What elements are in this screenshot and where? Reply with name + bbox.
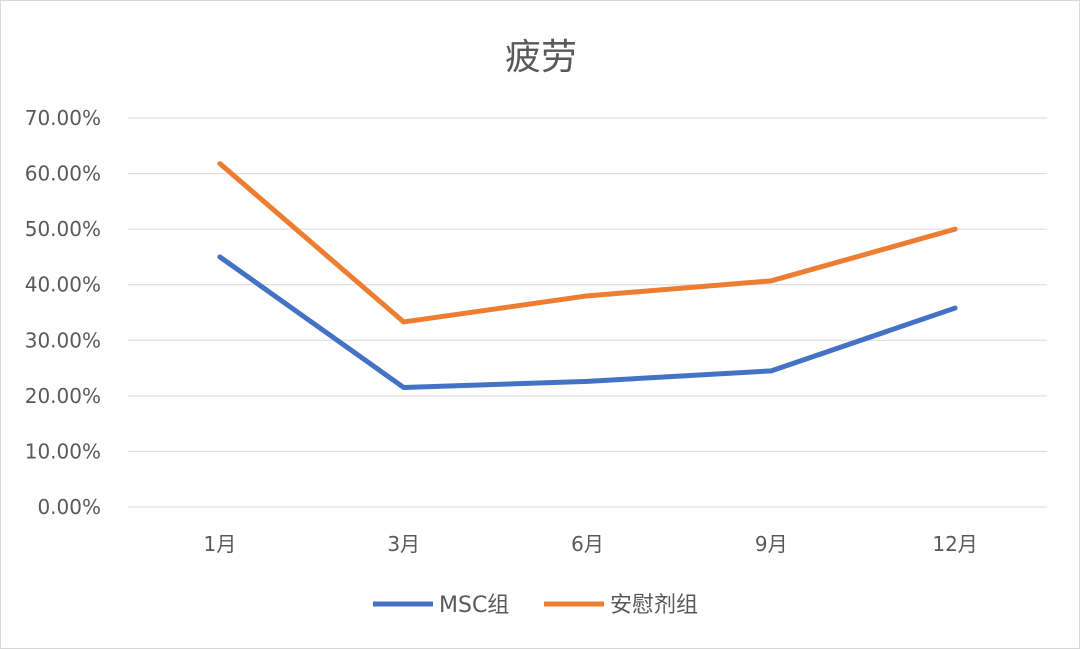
chart-title: 疲劳: [505, 37, 577, 78]
x-tick-label: 9月: [755, 532, 788, 556]
series-group: [217, 161, 958, 391]
x-tick-label: 12月: [932, 532, 977, 556]
y-tick-label: 40.00%: [25, 273, 101, 297]
x-tick-label: 3月: [387, 532, 420, 556]
y-tick-label: 10.00%: [25, 439, 101, 463]
y-axis-ticks: 0.00% 10.00% 20.00% 30.00% 40.00% 50.00% 60.00…: [25, 106, 101, 519]
y-tick-label: 50.00%: [25, 217, 101, 241]
y-tick-label: 20.00%: [25, 384, 101, 408]
legend: MSC组 安慰剂组: [373, 593, 698, 618]
series-line-2: [217, 161, 958, 325]
y-tick-label: 70.00%: [25, 106, 101, 130]
y-tick-label: 0.00%: [37, 495, 101, 519]
x-axis-ticks: 1月 3月 6月 9月 12月: [204, 532, 978, 556]
x-tick-label: 1月: [204, 532, 237, 556]
y-tick-label: 60.00%: [25, 162, 101, 186]
legend-label-1: MSC组: [439, 593, 509, 618]
x-tick-label: 6月: [571, 532, 604, 556]
gridlines: [128, 117, 1047, 508]
y-tick-label: 30.00%: [25, 328, 101, 352]
series-line-1: [217, 254, 958, 391]
legend-label-2: 安慰剂组: [610, 593, 698, 618]
